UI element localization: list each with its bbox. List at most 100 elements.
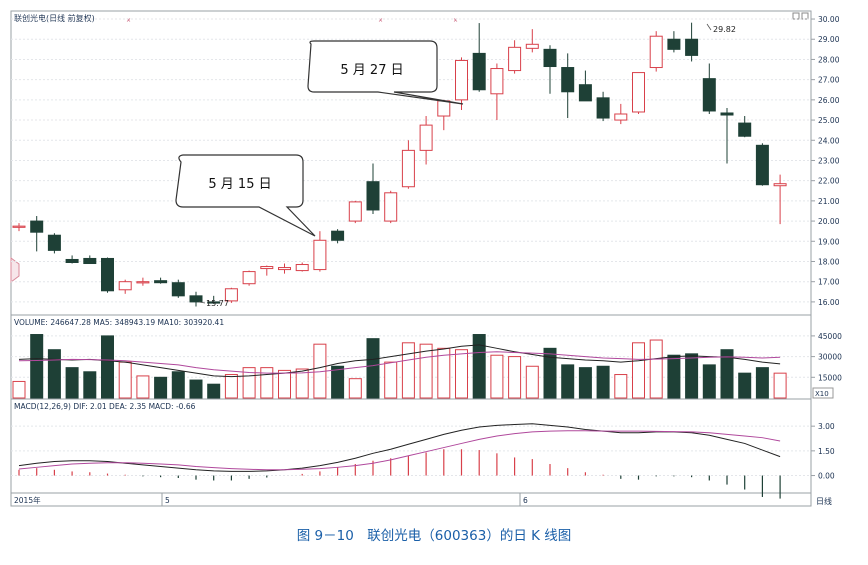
- callout-may27-text: 5 月 27 日: [340, 63, 403, 78]
- figure-caption: 图 9－10 联创光电（600363）的日 K 线图: [297, 528, 572, 544]
- volume-bar: [260, 367, 274, 399]
- candle-body: [525, 43, 539, 49]
- volume-bar: [101, 335, 114, 399]
- price-tick-label: 24.00: [818, 136, 840, 145]
- candle-body: [12, 225, 26, 228]
- candle-body: [295, 264, 309, 272]
- price-tick-label: 26.00: [818, 96, 840, 105]
- candle-body: [561, 67, 575, 93]
- low-pointer: [198, 301, 206, 304]
- candle-body: [649, 35, 663, 69]
- volume-bar: [455, 349, 468, 399]
- macd-tick-label: 3.00: [818, 422, 835, 431]
- volume-bar: [649, 339, 663, 399]
- volume-unit-box: [812, 387, 834, 399]
- price-tick-label: 17.00: [818, 278, 840, 287]
- candle-body: [154, 280, 168, 284]
- candle-body: [348, 201, 362, 222]
- candle-body: [632, 72, 645, 113]
- date-label-jun: 6: [523, 496, 528, 505]
- candle-body: [773, 183, 787, 187]
- volume-ma5-line: [18, 344, 781, 378]
- candle-body: [755, 144, 769, 186]
- price-tick-label: 18.00: [818, 257, 840, 266]
- candle-body: [738, 122, 752, 137]
- low-price-label: 15.77: [206, 299, 229, 308]
- volume-bar: [83, 371, 97, 399]
- candle-body: [101, 257, 114, 292]
- volume-bar: [207, 383, 221, 399]
- candle-body: [596, 97, 610, 119]
- macd-gridlines: [11, 425, 811, 477]
- volume-tick-label: 45000: [818, 332, 842, 341]
- volume-bar: [508, 356, 522, 399]
- volume-ma10-line: [18, 351, 781, 374]
- candle-body: [720, 112, 734, 116]
- high-pointer: [706, 23, 712, 31]
- price-tick-label: 28.00: [818, 55, 840, 64]
- volume-bar: [278, 369, 291, 399]
- volume-y-axis: 15000 30000 45000: [811, 332, 842, 382]
- window-control-icon[interactable]: [792, 12, 800, 20]
- macd-histogram: [18, 449, 781, 499]
- candle-body: [136, 281, 150, 284]
- left-scroll-marker[interactable]: [10, 257, 20, 283]
- price-tick-label: 25.00: [818, 116, 840, 125]
- date-label-2015: 2015年: [14, 495, 41, 505]
- volume-bar: [47, 349, 61, 399]
- volume-bar: [118, 361, 132, 399]
- volume-bar: [755, 367, 769, 399]
- candle-body: [30, 220, 44, 233]
- volume-bar: [12, 380, 26, 399]
- candle-body: [543, 48, 557, 68]
- candle-body: [702, 78, 716, 112]
- window-control-icon[interactable]: [801, 12, 809, 20]
- macd-panel-frame: [10, 398, 812, 494]
- volume-tick-label: 15000: [818, 373, 842, 382]
- candle-body: [490, 68, 504, 95]
- volume-bar: [596, 365, 610, 399]
- volume-bar: [702, 364, 716, 399]
- candle-body: [118, 281, 132, 291]
- volume-bar: [136, 375, 150, 399]
- candle-body: [242, 271, 256, 285]
- volume-unit: X10: [815, 390, 829, 398]
- callout-may15-text: 5 月 15 日: [208, 177, 271, 192]
- price-tick-label: 27.00: [818, 76, 840, 85]
- period-label[interactable]: 日线: [816, 496, 832, 506]
- candle-body: [189, 295, 203, 303]
- volume-bar: [561, 364, 575, 399]
- candle-body: [313, 239, 327, 271]
- volume-bar: [685, 353, 699, 399]
- volume-bar: [384, 361, 398, 399]
- volume-bar: [366, 338, 380, 399]
- candle-body: [455, 59, 468, 101]
- chart-title: 联创光电(日线 前复权): [14, 13, 95, 23]
- volume-bar: [189, 379, 203, 399]
- date-label-may: 5: [165, 496, 170, 505]
- candle-body: [278, 267, 291, 271]
- volume-bar: [614, 374, 628, 399]
- callout-may27-bubble: [307, 40, 464, 105]
- volume-bar: [490, 354, 504, 399]
- volume-bar: [667, 354, 681, 399]
- candle-body: [260, 266, 274, 270]
- volume-bar: [224, 374, 238, 399]
- price-tick-label: 30.00: [818, 15, 840, 24]
- volume-bar: [30, 334, 44, 399]
- candle-body: [331, 230, 345, 241]
- price-tick-label: 22.00: [818, 177, 840, 186]
- volume-bar: [401, 342, 415, 399]
- candle-body: [47, 234, 61, 251]
- date-axis-frame: [10, 492, 812, 507]
- cross-mark: ×: [378, 17, 383, 24]
- candle-body: [685, 38, 699, 56]
- volume-bar: [738, 372, 752, 399]
- cross-mark: ×: [453, 17, 458, 24]
- macd-lines: [18, 423, 781, 472]
- candle-body: [83, 257, 97, 265]
- volume-bars: [12, 334, 787, 399]
- macd-tick-label: 1.50: [818, 447, 835, 456]
